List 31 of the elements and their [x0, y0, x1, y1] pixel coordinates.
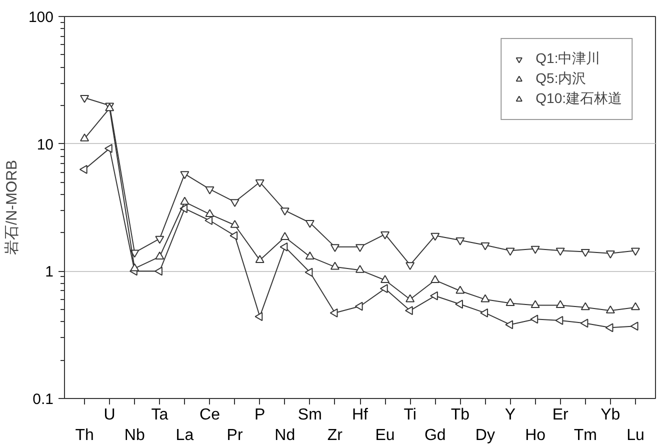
x-tick-label: Nd: [274, 426, 296, 444]
x-tick-label: Lu: [626, 426, 644, 444]
x-tick-label: Th: [75, 426, 94, 444]
x-tick-label: P: [254, 406, 266, 424]
x-tick-label: Ta: [151, 406, 168, 424]
x-tick-label: Pr: [226, 426, 244, 444]
x-tick-label: Eu: [375, 426, 395, 444]
x-tick-label: Zr: [327, 426, 344, 444]
y-tick-label: 1: [45, 264, 54, 281]
x-tick-label: Er: [552, 406, 570, 424]
y-tick-label: 100: [28, 9, 54, 26]
x-tick-label: Hf: [352, 406, 369, 424]
x-tick-label: Tb: [450, 406, 470, 424]
legend-label: Q5:内沢: [536, 70, 586, 88]
x-tick-label: Ti: [404, 406, 416, 424]
legend-label: Q1:中津川: [536, 50, 600, 68]
y-axis-title: 岩石/N-MORB: [3, 160, 20, 255]
x-tick-label: Dy: [475, 426, 495, 444]
x-tick-label: Nb: [124, 426, 145, 444]
x-tick-label: Tm: [574, 426, 597, 444]
x-tick-label: Yb: [600, 406, 620, 424]
legend-label: Q10:建石林道: [536, 90, 622, 108]
x-tick-label: La: [176, 426, 194, 444]
x-tick-label: Ce: [200, 406, 220, 424]
y-tick-label: 0.1: [32, 391, 54, 408]
x-tick-label: Gd: [424, 426, 446, 444]
x-tick-label: Y: [504, 406, 516, 424]
x-tick-label: Ho: [525, 426, 546, 444]
x-tick-label: U: [104, 406, 116, 424]
x-tick-label: Sm: [298, 406, 322, 424]
y-tick-label: 10: [36, 136, 54, 154]
